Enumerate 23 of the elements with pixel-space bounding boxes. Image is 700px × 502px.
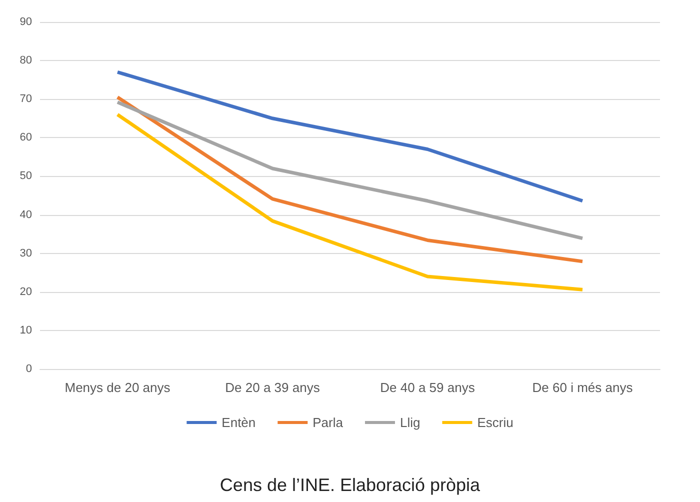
y-tick-label: 20: [20, 286, 32, 298]
y-tick-label: 60: [20, 132, 32, 144]
x-tick-label: De 40 a 59 anys: [380, 380, 476, 395]
y-tick-label: 40: [20, 208, 32, 221]
y-tick-label: 80: [20, 54, 32, 67]
line-series: [116, 100, 584, 240]
x-tick-label: De 20 a 39 anys: [225, 380, 320, 395]
legend-label: Entèn: [222, 415, 256, 430]
line-series: [116, 112, 584, 292]
y-tick-label: 90: [20, 16, 32, 28]
y-tick-label: 50: [20, 170, 32, 182]
legend-label: Parla: [312, 415, 344, 430]
legend-label: Escriu: [477, 415, 514, 430]
x-tick-label: De 60 i més anys: [532, 380, 634, 395]
y-tick-label: 30: [20, 247, 32, 260]
y-tick-label: 10: [20, 324, 32, 336]
text: Cens de l’INE. Elaboració pròpia: [220, 475, 482, 495]
line-series: [116, 70, 584, 203]
y-tick-label: 0: [26, 363, 32, 375]
y-tick-label: 70: [20, 93, 32, 106]
x-tick-label: Menys de 20 anys: [64, 380, 171, 395]
line-series: [116, 95, 584, 264]
legend-label: Llig: [400, 415, 420, 430]
